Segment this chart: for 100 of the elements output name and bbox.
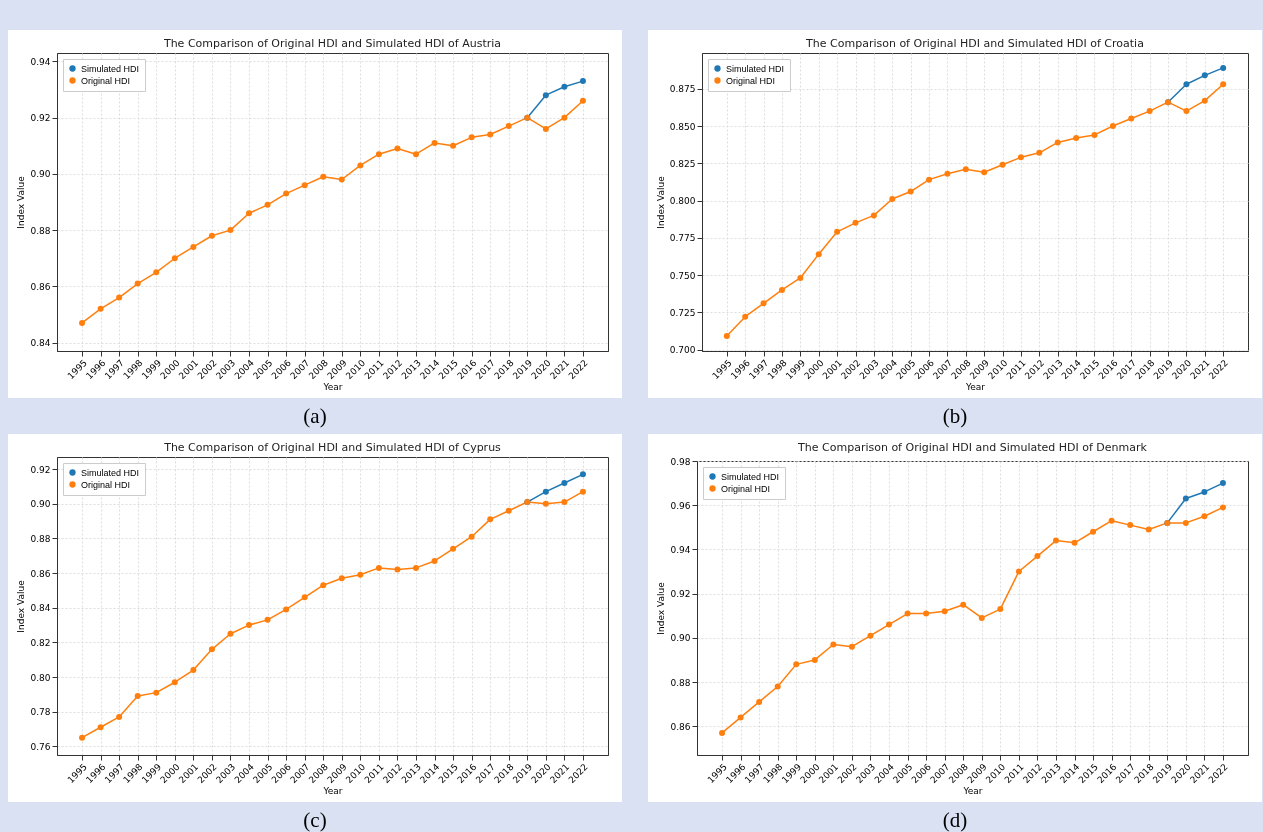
point bbox=[1220, 81, 1227, 88]
point bbox=[450, 545, 457, 552]
point bbox=[246, 210, 253, 217]
point bbox=[357, 162, 364, 169]
point bbox=[941, 608, 948, 615]
y-tick-label: 0.82 bbox=[30, 637, 51, 648]
point bbox=[742, 313, 749, 320]
point bbox=[412, 564, 419, 571]
y-tick-label: 0.750 bbox=[669, 270, 696, 281]
point bbox=[1220, 64, 1227, 71]
point bbox=[227, 227, 234, 234]
y-tick-label: 0.80 bbox=[30, 672, 51, 683]
point bbox=[97, 305, 104, 312]
legend-label: Original HDI bbox=[721, 483, 771, 494]
point bbox=[1201, 72, 1208, 79]
y-tick-label: 0.92 bbox=[30, 464, 51, 475]
point bbox=[97, 724, 104, 731]
point bbox=[760, 300, 767, 307]
point bbox=[264, 616, 271, 623]
point bbox=[1090, 528, 1097, 535]
y-tick-label: 0.92 bbox=[670, 589, 691, 600]
point bbox=[375, 564, 382, 571]
y-tick-label: 0.86 bbox=[670, 721, 691, 732]
point bbox=[153, 269, 160, 276]
point bbox=[926, 176, 933, 183]
point bbox=[870, 212, 877, 219]
legend-label: Original HDI bbox=[81, 479, 131, 490]
point bbox=[944, 170, 951, 177]
point bbox=[208, 232, 215, 239]
y-tick-label: 0.96 bbox=[670, 500, 691, 511]
y-tick-label: 0.875 bbox=[669, 84, 696, 95]
point bbox=[468, 533, 475, 540]
point bbox=[1054, 139, 1061, 146]
point bbox=[834, 228, 841, 235]
legend-label: Simulated HDI bbox=[726, 63, 785, 74]
point bbox=[505, 123, 512, 130]
point bbox=[886, 621, 893, 628]
x-axis-title: Year bbox=[962, 786, 983, 797]
point bbox=[852, 219, 859, 226]
point bbox=[1091, 131, 1098, 138]
point bbox=[719, 729, 726, 736]
point bbox=[1219, 504, 1226, 511]
point bbox=[1127, 522, 1134, 529]
point bbox=[889, 196, 896, 203]
x-axis-title: Year bbox=[322, 786, 343, 797]
y-tick-label: 0.90 bbox=[30, 499, 51, 510]
point bbox=[1015, 568, 1022, 575]
point bbox=[487, 516, 494, 523]
legend-label: Simulated HDI bbox=[81, 467, 140, 478]
point bbox=[579, 78, 586, 85]
y-tick-label: 0.88 bbox=[670, 677, 691, 688]
y-tick-label: 0.88 bbox=[30, 225, 51, 236]
point bbox=[907, 188, 914, 195]
point bbox=[338, 575, 345, 582]
point bbox=[978, 614, 985, 621]
point bbox=[923, 610, 930, 617]
point bbox=[171, 679, 178, 686]
point bbox=[338, 176, 345, 183]
point bbox=[208, 646, 215, 653]
y-tick-label: 0.84 bbox=[30, 603, 51, 614]
point bbox=[301, 594, 308, 601]
point bbox=[283, 190, 290, 197]
point bbox=[723, 333, 730, 340]
point bbox=[153, 689, 160, 696]
y-tick-label: 0.94 bbox=[670, 544, 691, 555]
y-tick-label: 0.98 bbox=[670, 456, 691, 467]
point bbox=[116, 294, 123, 301]
chart-title: The Comparison of Original HDI and Simulated HDI of Austria bbox=[162, 37, 502, 50]
legend-label: Original HDI bbox=[81, 75, 131, 86]
point bbox=[904, 610, 911, 617]
point bbox=[171, 255, 178, 262]
point bbox=[79, 319, 86, 326]
point bbox=[320, 173, 327, 180]
point bbox=[997, 606, 1004, 613]
y-tick-label: 0.94 bbox=[30, 56, 51, 67]
legend-label: Original HDI bbox=[726, 75, 776, 86]
point bbox=[1201, 97, 1208, 104]
point bbox=[579, 97, 586, 104]
legend-label: Simulated HDI bbox=[81, 63, 140, 74]
y-tick-label: 0.84 bbox=[30, 338, 51, 349]
point bbox=[981, 169, 988, 176]
point bbox=[375, 151, 382, 158]
point bbox=[1219, 480, 1226, 487]
point bbox=[1201, 513, 1208, 520]
point bbox=[867, 632, 874, 639]
chart-title: The Comparison of Original HDI and Simulated HDI of Cyprus bbox=[163, 441, 502, 454]
point bbox=[737, 714, 744, 721]
point bbox=[431, 139, 438, 146]
y-axis-title: Index Value bbox=[16, 175, 27, 229]
y-tick-label: 0.850 bbox=[669, 121, 696, 132]
point bbox=[1108, 517, 1115, 524]
point bbox=[1036, 149, 1043, 156]
point bbox=[190, 243, 197, 250]
point bbox=[394, 566, 401, 573]
y-tick-label: 0.725 bbox=[669, 307, 696, 318]
point bbox=[815, 251, 822, 258]
point bbox=[1071, 539, 1078, 546]
y-tick-label: 0.90 bbox=[30, 169, 51, 180]
point bbox=[227, 630, 234, 637]
text: (a) bbox=[302, 403, 328, 430]
